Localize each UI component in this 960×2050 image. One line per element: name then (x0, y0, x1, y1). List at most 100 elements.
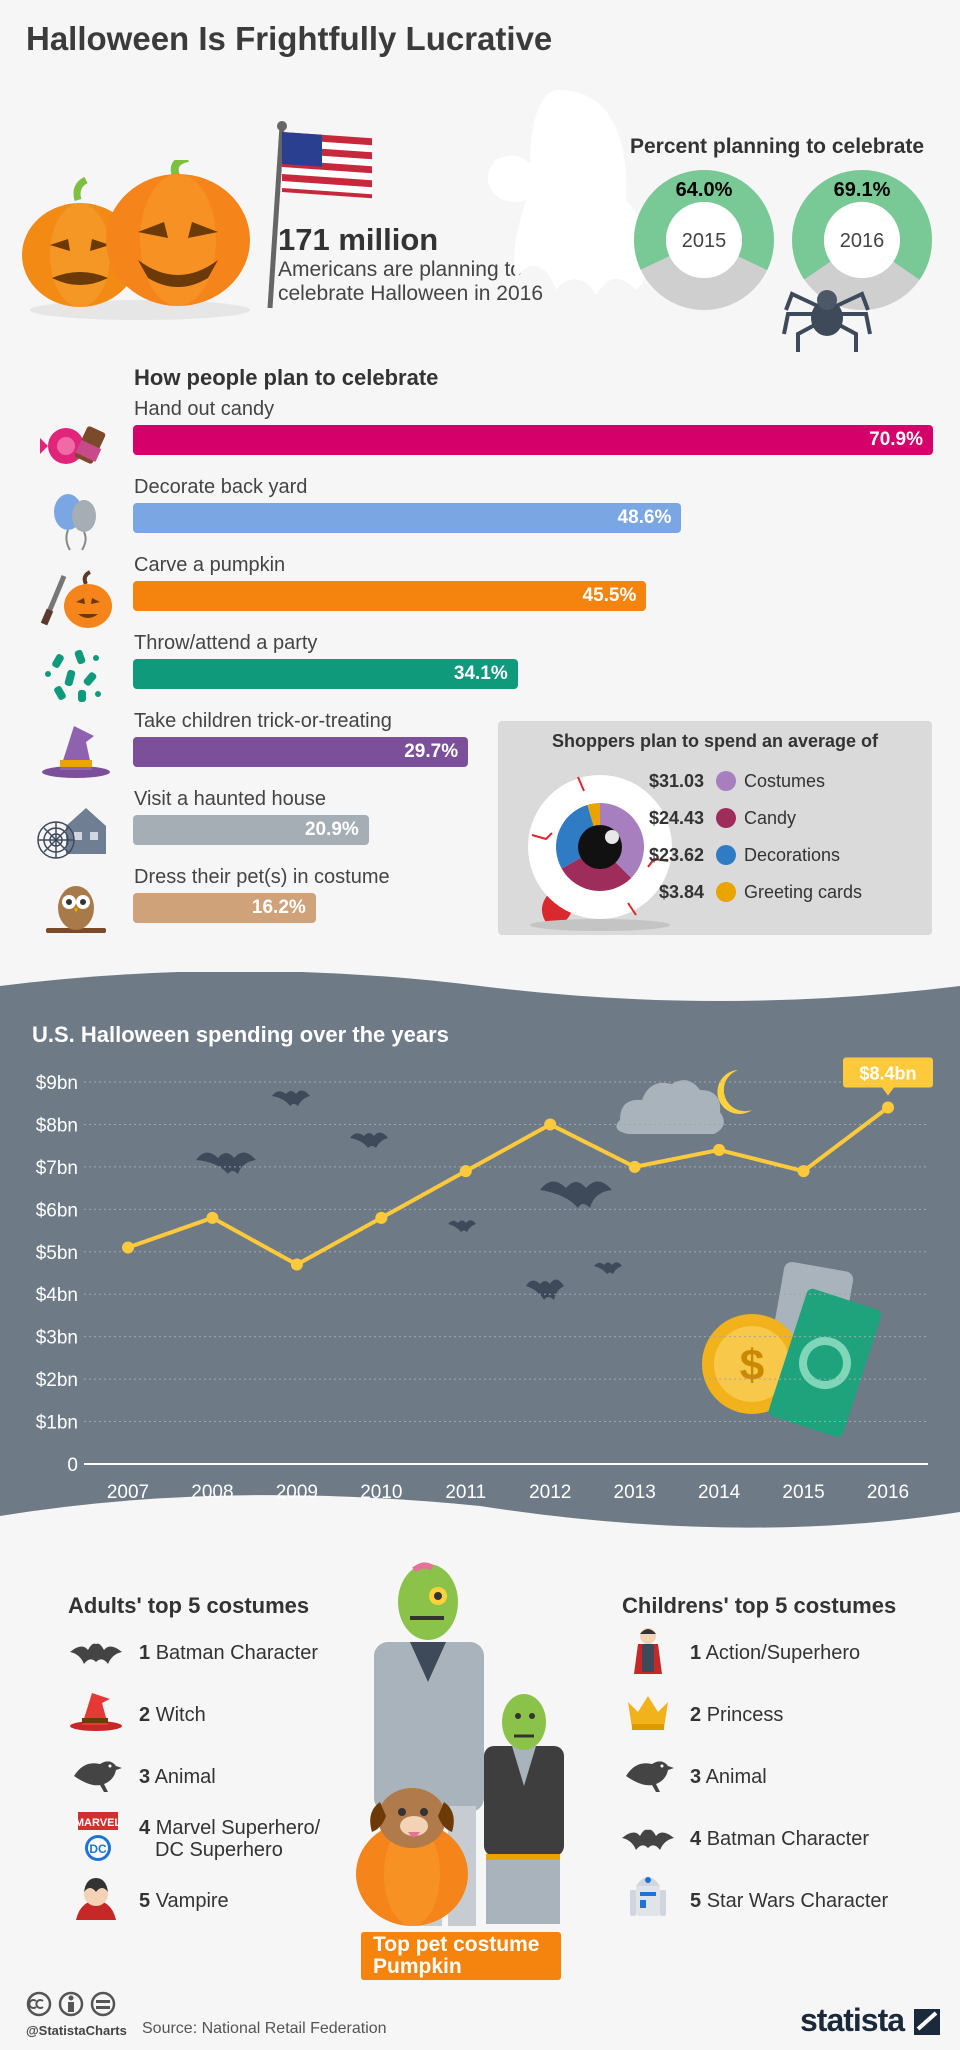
robot-icon (630, 1877, 666, 1916)
child-costume-2: 2 Princess (690, 1704, 783, 1726)
celebrate-value-decorate: 48.6% (617, 507, 672, 528)
spend-dot-greeting-cards (716, 882, 736, 902)
x-tick-label: 2012 (529, 1482, 571, 1503)
data-point-2008 (206, 1211, 219, 1224)
celebrate-label-pumpkin: Carve a pumpkin (134, 554, 286, 576)
money-decoration: $ (702, 1261, 882, 1438)
ring-2015-value: 64.0% (676, 179, 733, 201)
x-tick-label: 2014 (698, 1482, 741, 1503)
x-tick-label: 2010 (360, 1482, 402, 1503)
y-tick-label: $7bn (36, 1158, 78, 1179)
child-name-3: Animal (705, 1766, 767, 1788)
chart-title: U.S. Halloween spending over the years (32, 1022, 449, 1047)
top-pet-costume-badge: Top pet costume Pumpkin (361, 1932, 561, 1980)
balloons-icon (54, 494, 96, 551)
average-spend-title: Shoppers plan to spend an average of (551, 731, 879, 751)
ring-2015-arc (634, 170, 774, 310)
spend-name-greeting-cards: Greeting cards (744, 882, 863, 902)
child-rank-4: 4 (690, 1828, 702, 1850)
data-point-2011 (459, 1165, 472, 1178)
spend-row-decorations: $23.62 Decorations (628, 841, 878, 871)
spider-icon (782, 290, 872, 352)
haunted-house-icon (37, 808, 106, 859)
celebrate-value-candy: 70.9% (869, 429, 923, 450)
adult-rank-5: 5 (139, 1890, 151, 1912)
spend-amount-greeting-cards: $3.84 (658, 882, 704, 902)
pumpkin-knife-icon (40, 570, 112, 628)
celebrate-label-decorate: Decorate back yard (134, 476, 308, 498)
spend-name-costumes: Costumes (744, 771, 826, 791)
spending-series-line (127, 1105, 890, 1267)
adult-name-2: Witch (155, 1704, 206, 1726)
marvel-logo-text: MARVEL (75, 1817, 122, 1829)
data-point-2010 (375, 1211, 388, 1224)
child-costume-5: 5 Star Wars Character (690, 1890, 888, 1912)
dc-logo-text: DC (89, 1842, 107, 1856)
x-tick-label: 2009 (276, 1482, 318, 1503)
adult-costume-5: 5 Vampire (139, 1890, 229, 1912)
last-value-pointer (882, 1087, 894, 1096)
statista-handle: @StatistaCharts (26, 2023, 127, 2038)
creative-commons-icons (26, 1991, 116, 2017)
spend-name-candy: Candy (744, 808, 797, 828)
adult-name-3: Animal (154, 1766, 216, 1788)
y-tick-label: $2bn (36, 1370, 78, 1391)
statista-logo: statista (800, 2002, 942, 2039)
spend-row-greeting-cards: $3.84 Greeting cards (628, 878, 878, 908)
data-point-2016 (882, 1101, 894, 1114)
adult-rank-3: 3 (139, 1766, 151, 1788)
celebrate-label-pet: Dress their pet(s) in costume (134, 866, 390, 888)
ring-2016-year: 2016 (840, 230, 885, 252)
planning-rings: 64.0% 2015 69.1% 2016 (634, 170, 932, 310)
last-value-label: $8.4bn (859, 1063, 916, 1083)
adult-costume-1: 1 Batman Character (139, 1642, 318, 1664)
adult-costume-3: 3 Animal (139, 1766, 216, 1788)
celebrate-label-party: Throw/attend a party (134, 632, 318, 654)
celebrate-bar-decorate: 48.6% (133, 503, 682, 533)
headline-description: Americans are planning to celebrate Hall… (278, 258, 544, 305)
x-tick-label: 2008 (191, 1482, 233, 1503)
adult-name-4b: DC Superhero (155, 1839, 283, 1861)
jack-o-lanterns-illustration (22, 160, 250, 320)
spend-dot-costumes (716, 771, 736, 791)
cloud-moon-decoration (616, 1070, 752, 1134)
raven-icon (74, 1761, 122, 1792)
child-costumes-title: Childrens' top 5 costumes (622, 1593, 897, 1618)
spend-amount-candy: $24.43 (648, 808, 704, 828)
child-costume-3: 3 Animal (690, 1766, 767, 1788)
bat-icon (70, 1643, 122, 1664)
spend-slice-candy (561, 847, 632, 891)
celebrate-bar-haunted-house: 20.9% (133, 815, 369, 845)
data-point-2015 (797, 1165, 810, 1178)
child-name-5: Star Wars Character (706, 1890, 889, 1912)
source-note: Source: National Retail Federation (142, 2020, 387, 2037)
y-tick-label: $4bn (36, 1285, 78, 1306)
x-tick-label: 2011 (445, 1482, 486, 1503)
y-tick-label: $1bn (36, 1413, 78, 1434)
data-point-2007 (122, 1241, 134, 1254)
headline-number: 171 million (278, 222, 439, 257)
celebrate-bar-pet: 16.2% (133, 893, 316, 923)
x-tick-label: 2015 (782, 1482, 824, 1503)
page-title: Halloween Is Frightfully Lucrative (26, 20, 553, 57)
superhero-icon (634, 1628, 662, 1674)
child-rank-5: 5 (690, 1890, 702, 1912)
y-tick-label: $5bn (36, 1243, 78, 1264)
candy-icon (40, 426, 106, 464)
eyeball-donut (528, 775, 672, 931)
celebrate-value-party: 34.1% (453, 663, 508, 684)
pet-costume-heading: Top pet costume (373, 1933, 540, 1956)
ring-2015-year: 2015 (682, 230, 727, 252)
adult-name-1: Batman Character (155, 1642, 318, 1664)
celebrate-bar-party: 34.1% (133, 659, 518, 689)
child-rank-3: 3 (690, 1766, 702, 1788)
adult-rank-1: 1 (139, 1642, 151, 1664)
y-tick-label: $6bn (36, 1200, 78, 1221)
celebrate-label-haunted-house: Visit a haunted house (134, 788, 327, 810)
spend-row-costumes: $31.03 Costumes (628, 767, 878, 797)
spend-slice-costumes (600, 803, 644, 878)
x-tick-label: 2007 (107, 1482, 149, 1503)
spend-row-candy: $24.43 Candy (628, 804, 878, 834)
celebrate-label-trick-or-treat: Take children trick-or-treating (134, 710, 392, 732)
adult-costumes-title: Adults' top 5 costumes (68, 1593, 310, 1618)
